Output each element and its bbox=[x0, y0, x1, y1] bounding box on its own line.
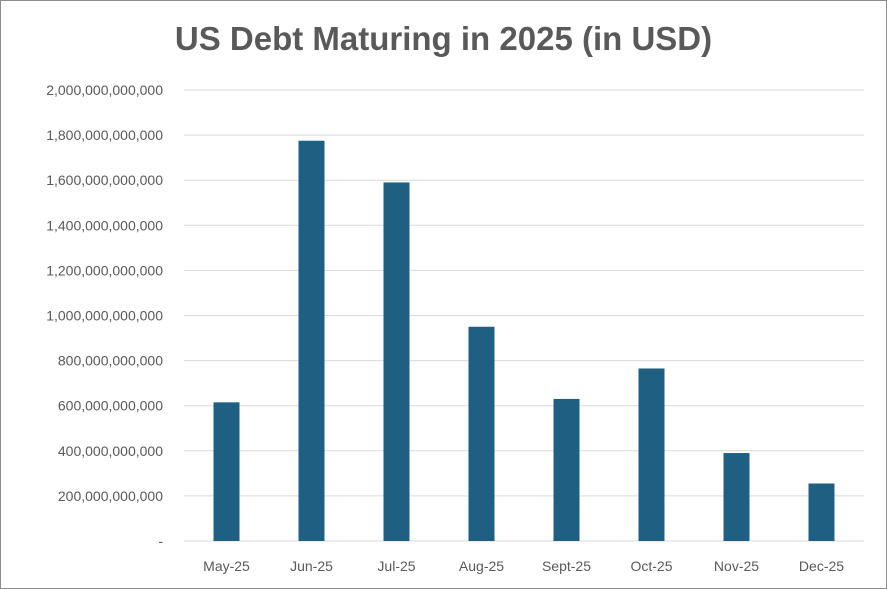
bar-dec-25 bbox=[808, 483, 835, 541]
bars bbox=[213, 140, 835, 542]
y-tick-label: 800,000,000,000 bbox=[58, 353, 163, 369]
y-tick-label: 2,000,000,000,000 bbox=[46, 82, 163, 98]
bar-oct-25 bbox=[638, 368, 665, 541]
y-tick-label: 1,800,000,000,000 bbox=[46, 127, 163, 143]
bar-aug-25 bbox=[468, 326, 495, 541]
y-tick-label: 1,000,000,000,000 bbox=[46, 308, 163, 324]
x-tick-label: Nov-25 bbox=[714, 558, 759, 574]
x-tick-label: Jul-25 bbox=[377, 558, 415, 574]
x-tick-label: Aug-25 bbox=[459, 558, 504, 574]
x-tick-label: Dec-25 bbox=[799, 558, 844, 574]
bar-jun-25 bbox=[298, 140, 325, 542]
y-tick-label: 200,000,000,000 bbox=[58, 488, 163, 504]
x-axis-tick-labels: May-25 Jun-25 Jul-25 Aug-25 Sept-25 Oct-25 Nov… bbox=[203, 558, 844, 574]
bar-jul-25 bbox=[383, 182, 410, 541]
y-tick-label: 600,000,000,000 bbox=[58, 398, 163, 414]
y-tick-label: - bbox=[158, 533, 163, 549]
bar-may-25 bbox=[213, 402, 240, 541]
gridlines bbox=[184, 89, 864, 542]
y-tick-label: 1,600,000,000,000 bbox=[46, 172, 163, 188]
y-axis-tick-labels: - 200,000,000,000 400,000,000,000 600,000,0… bbox=[46, 82, 163, 549]
x-tick-label: Jun-25 bbox=[290, 558, 333, 574]
y-tick-label: 1,400,000,000,000 bbox=[46, 217, 163, 233]
bar-nov-25 bbox=[723, 453, 750, 541]
x-tick-label: Oct-25 bbox=[630, 558, 672, 574]
y-tick-label: 1,200,000,000,000 bbox=[46, 262, 163, 278]
y-tick-label: 400,000,000,000 bbox=[58, 443, 163, 459]
x-tick-label: May-25 bbox=[203, 558, 250, 574]
bar-sept-25 bbox=[553, 398, 580, 541]
chart-title: US Debt Maturing in 2025 (in USD) bbox=[174, 20, 713, 57]
x-tick-label: Sept-25 bbox=[542, 558, 591, 574]
